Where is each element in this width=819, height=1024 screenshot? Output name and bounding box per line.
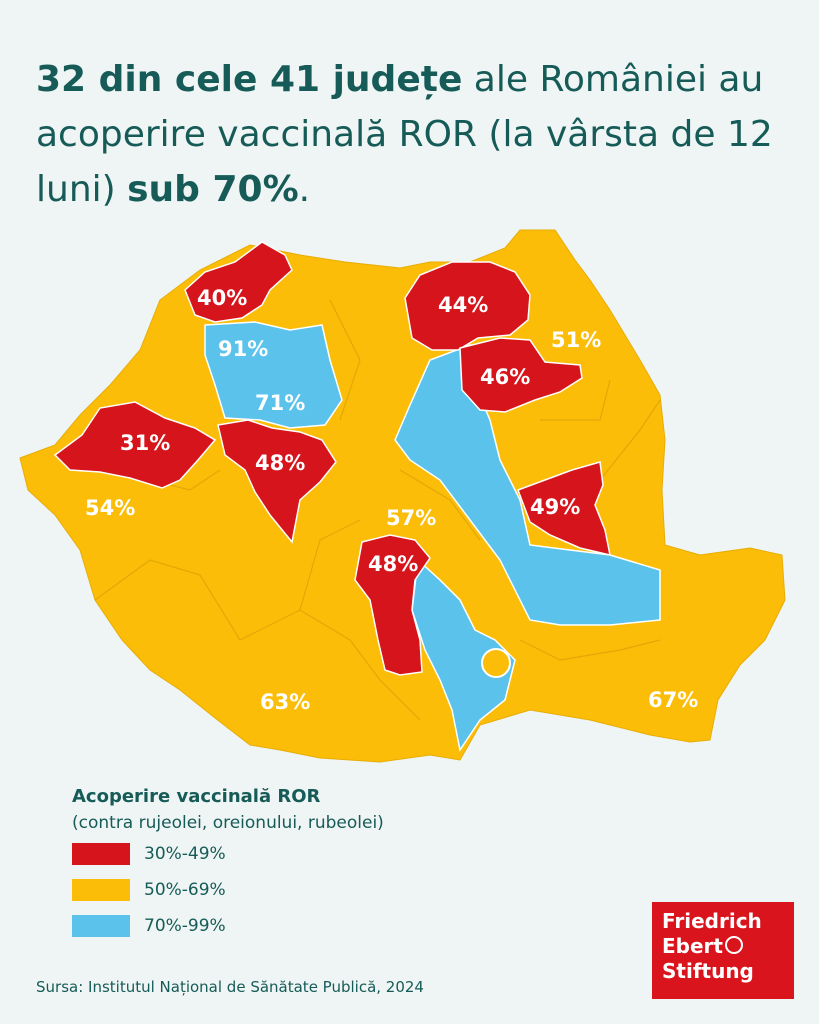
headline-period: . [298, 169, 311, 210]
legend-item-blue: 70%-99% [72, 911, 384, 941]
county-arges-red [354, 534, 431, 676]
label-maramures: 44% [438, 293, 488, 317]
county-arad-red [53, 401, 217, 489]
headline-bold-2: sub 70% [127, 169, 299, 210]
label-botosani: 51% [551, 328, 601, 352]
label-sibiu: 57% [386, 506, 436, 530]
logo-line-3: Stiftung [662, 959, 754, 983]
label-neamt: 46% [480, 365, 530, 389]
label-dolj: 63% [260, 690, 310, 714]
logo-line-2: Ebert [662, 934, 794, 959]
logo-line-1: Friedrich [662, 909, 762, 933]
county-cluj-blue [204, 321, 343, 429]
label-cluj-north: 91% [218, 337, 268, 361]
label-vrancea: 49% [530, 495, 580, 519]
legend-label-yellow: 50%-69% [144, 880, 226, 900]
county-satu-mare-red [184, 241, 293, 323]
label-timis: 54% [85, 496, 135, 520]
county-alba-red [217, 419, 337, 544]
label-alba: 48% [255, 451, 305, 475]
label-arges: 48% [368, 552, 418, 576]
label-cluj: 71% [255, 391, 305, 415]
legend-label-red: 30%-49% [144, 844, 226, 864]
headline-regular: ale României au acoperire vaccinală ROR … [36, 59, 773, 210]
legend: Acoperire vaccinală ROR (contra rujeolei… [72, 786, 384, 941]
label-arad: 31% [120, 431, 170, 455]
headline-bold-1: 32 din cele 41 județe [36, 59, 463, 100]
label-satu-mare: 40% [197, 286, 247, 310]
label-constanta: 67% [648, 688, 698, 712]
county-harghita-brasov-blue [394, 343, 661, 626]
globe-icon [724, 936, 743, 954]
legend-swatch-blue [72, 915, 130, 937]
county-maramures-red [404, 261, 531, 351]
source-note: Sursa: Institutul Național de Sănătate P… [36, 978, 424, 996]
legend-swatch-yellow [72, 879, 130, 901]
legend-swatch-red [72, 843, 130, 865]
county-vrancea-red [517, 461, 611, 556]
legend-item-yellow: 50%-69% [72, 875, 384, 905]
fes-logo: Friedrich Ebert Stiftung [652, 902, 794, 999]
county-ilfov-blue [411, 558, 516, 752]
romania-vaccination-map: 40% 44% 51% 91% 71% 46% 31% 48% 54% 57% … [19, 229, 786, 763]
bucharest-marker [481, 648, 511, 678]
legend-subtitle: (contra rujeolei, oreionului, rubeolei) [72, 813, 384, 833]
legend-label-blue: 70%-99% [144, 916, 226, 936]
legend-item-red: 30%-49% [72, 839, 384, 869]
legend-title: Acoperire vaccinală ROR [72, 786, 321, 807]
county-borders [94, 299, 661, 721]
county-neamt-red [459, 337, 583, 413]
headline: 32 din cele 41 județe ale României au ac… [36, 52, 796, 217]
logo-line-2-text: Ebert [662, 934, 723, 958]
